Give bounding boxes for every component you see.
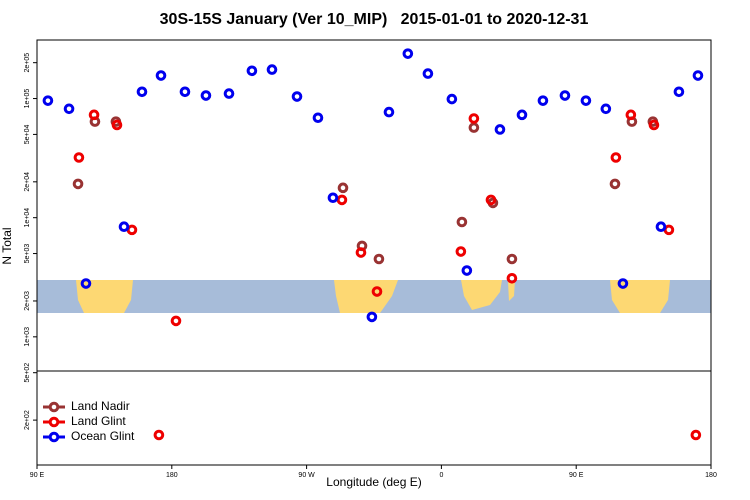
point (537, 95, 549, 106)
land (76, 280, 133, 313)
point (337, 182, 349, 194)
point (494, 124, 506, 135)
y-tick-label: 2e+03 (24, 291, 31, 311)
y-tick-label: 1e+05 (24, 89, 31, 109)
point (559, 90, 571, 101)
point (223, 88, 235, 99)
y-tick-label: 2e+05 (24, 53, 31, 73)
land (508, 280, 515, 301)
point (312, 112, 324, 124)
y-tick-label: 5e+04 (24, 124, 31, 144)
legend-label: Land Nadir (71, 399, 130, 413)
point (336, 194, 348, 206)
point (327, 192, 339, 204)
point (111, 119, 123, 131)
point (88, 109, 100, 121)
point (455, 246, 467, 257)
y-tick-label: 1e+03 (24, 327, 31, 347)
point (80, 278, 92, 289)
point (136, 86, 148, 98)
point (200, 90, 212, 101)
y-tick-label: 5e+03 (24, 244, 31, 264)
point (118, 221, 130, 233)
point (170, 315, 182, 327)
x-tick-label: 180 (705, 472, 717, 479)
point (655, 221, 667, 233)
point (516, 109, 528, 121)
point (692, 70, 704, 81)
x-tick-label: 90 W (298, 472, 315, 479)
x-tick-label: 180 (166, 472, 178, 479)
point (485, 194, 497, 206)
point (468, 113, 480, 124)
point (610, 152, 622, 163)
plot-frame (36, 39, 712, 466)
point (506, 253, 518, 265)
point (63, 103, 75, 115)
chart-title: 30S-15S January (Ver 10_MIP) 2015-01-01 … (160, 11, 589, 28)
point (468, 122, 480, 133)
land (461, 280, 502, 310)
point (625, 109, 637, 121)
point (266, 64, 278, 75)
point (600, 103, 612, 115)
point (155, 70, 167, 81)
x-axis-label: Longitude (deg E) (326, 475, 421, 489)
y-tick-label: 2e+04 (24, 172, 31, 192)
x-tick-label: 90 E (569, 472, 584, 479)
x-tick-label: 0 (439, 472, 443, 479)
point (690, 429, 702, 441)
point (446, 93, 458, 105)
point (291, 91, 303, 102)
y-axis-label: N Total (0, 227, 14, 264)
legend-marker (48, 431, 60, 443)
point (153, 429, 165, 441)
land (334, 280, 398, 313)
point (355, 247, 367, 258)
point (648, 119, 660, 131)
point (456, 216, 468, 228)
point (617, 278, 629, 289)
point (72, 178, 84, 190)
point (42, 95, 54, 106)
point (373, 253, 385, 265)
point (663, 224, 675, 236)
map-band (37, 280, 711, 313)
legend-marker (48, 401, 60, 413)
legend-label: Land Glint (71, 414, 126, 428)
point (246, 65, 258, 77)
legend-marker (48, 416, 60, 428)
point (126, 224, 138, 236)
point (422, 68, 434, 79)
point (402, 48, 414, 59)
y-tick-label: 5e+02 (24, 363, 31, 383)
point (179, 86, 191, 98)
y-tick-label: 1e+04 (24, 208, 31, 228)
point (461, 265, 473, 276)
point (383, 106, 395, 118)
point (366, 311, 378, 323)
y-tick-label: 2e+02 (24, 410, 31, 430)
x-tick-label: 90 E (30, 472, 45, 479)
point (371, 286, 383, 297)
point (609, 178, 621, 190)
point (73, 152, 85, 163)
legend-label: Ocean Glint (71, 429, 135, 443)
point (506, 272, 518, 284)
point (580, 95, 592, 106)
point (673, 86, 685, 98)
